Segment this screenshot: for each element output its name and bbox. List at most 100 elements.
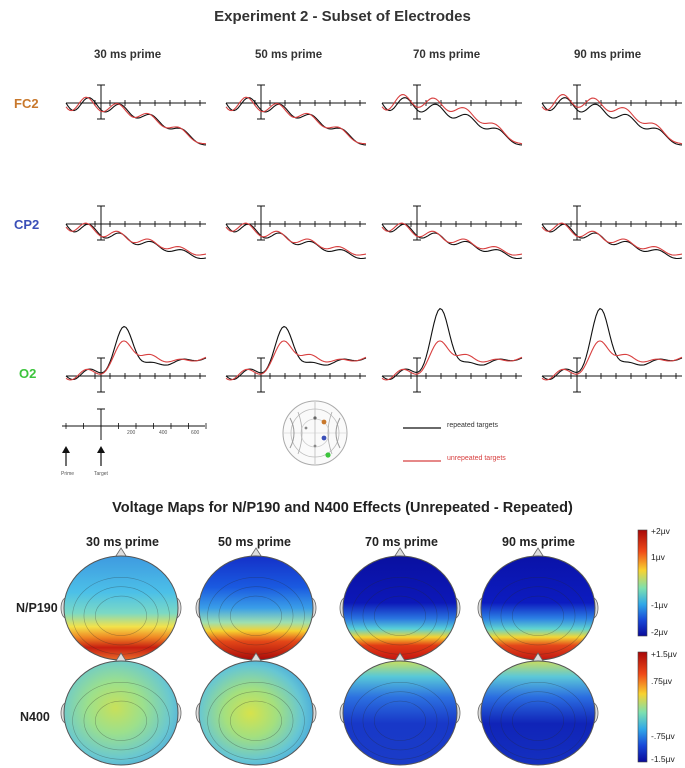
voltage-map-np190-1: [60, 547, 182, 661]
erp-panel-o2-3: [381, 307, 523, 393]
unrepeated-waveform-cp2-4: [541, 222, 683, 256]
unrepeated-waveform-o2-4: [541, 340, 683, 381]
legend-repeated-line: [403, 427, 441, 429]
voltage-map-n400-1-contour-1: [95, 700, 147, 741]
colorbar1-tick-1: 1µv: [651, 552, 665, 562]
voltage-map-np190-2: [195, 547, 317, 661]
erp-panel-cp2-1: [65, 205, 207, 260]
voltage-map-np190-3-contour-2: [362, 586, 438, 646]
erp-panel-o2-4: [541, 307, 683, 393]
voltage-map-n400-2: [195, 652, 317, 766]
voltage-map-n400-4-contour-3: [489, 682, 587, 760]
colorbar2-tick-075: .75µv: [651, 676, 672, 686]
unrepeated-waveform-fc2-4: [541, 94, 683, 145]
erp-panel-cp2-2: [225, 205, 367, 260]
column-header-30ms: 30 ms prime: [94, 49, 162, 61]
map-column-header-50ms: 50 ms prime: [218, 535, 291, 549]
voltage-map-np190-4-contour-1: [512, 595, 564, 636]
legend-unrepeated-label: unrepeated targets: [447, 455, 506, 462]
electrode-label-cp2: CP2: [14, 217, 40, 232]
colorbar1-tick-max: +2µv: [651, 526, 670, 536]
colorbar2-tick-neg075: -.75µv: [651, 731, 675, 741]
prime-label: Prime: [61, 471, 75, 477]
scale-tick-label-600: 600: [191, 430, 200, 436]
voltage-map-n400-4-contour-2: [500, 691, 576, 751]
unrepeated-waveform-fc2-2: [225, 96, 367, 145]
electrode-label-fc2: FC2: [14, 96, 39, 111]
legend-repeated-label: repeated targets: [447, 422, 498, 429]
voltage-map-np190-2-contour-2: [218, 586, 294, 646]
voltage-map-n400-4-scalp: [480, 660, 596, 766]
unrepeated-waveform-cp2-2: [225, 222, 367, 256]
map-row-label-n400: N400: [20, 710, 50, 724]
voltage-map-n400-1-contour-2: [83, 691, 159, 751]
electrode-montage-icon: [282, 400, 348, 466]
colorbar-n400: [637, 651, 648, 763]
scale-tick-label-400: 400: [159, 430, 168, 436]
colorbar1-tick-neg1: -1µv: [651, 600, 668, 610]
column-header-90ms: 90 ms prime: [574, 49, 642, 61]
voltage-map-np190-1-scalp: [63, 555, 179, 661]
figure-title: Experiment 2 - Subset of Electrodes: [214, 8, 471, 25]
erp-panel-fc2-1: [65, 84, 207, 146]
voltage-map-np190-1-contour-2: [83, 586, 159, 646]
unrepeated-waveform-o2-3: [381, 340, 523, 381]
erp-panel-o2-1: [65, 325, 207, 393]
unrepeated-waveform-o2-2: [225, 340, 367, 381]
unrepeated-waveform-cp2-3: [381, 222, 523, 256]
voltage-map-np190-3: [339, 547, 461, 661]
erp-panel-o2-2: [225, 325, 367, 393]
column-header-50ms: 50 ms prime: [255, 49, 323, 61]
voltage-map-n400-3-contour-3: [351, 682, 449, 760]
voltage-map-np190-4-scalp: [480, 555, 596, 661]
voltage-map-np190-2-scalp: [198, 555, 314, 661]
repeated-waveform-fc2-3: [381, 97, 523, 146]
prime-arrowhead: [62, 446, 70, 453]
voltage-map-n400-3-contour-2: [362, 691, 438, 751]
voltage-map-n400-1-contour-3: [72, 682, 170, 760]
erp-waveform-grid: [65, 84, 683, 393]
erp-panel-cp2-3: [381, 205, 523, 260]
voltage-map-np190-3-scalp: [342, 555, 458, 661]
electrode-label-o2: O2: [19, 366, 37, 381]
voltage-map-np190-4: [477, 547, 599, 661]
voltage-map-n400-4: [477, 652, 599, 766]
erp-panel-cp2-4: [541, 205, 683, 260]
voltage-map-np190-2-contour-1: [230, 595, 282, 636]
colorbar2-tick-max: +1.5µv: [651, 649, 677, 659]
erp-panel-fc2-3: [381, 84, 523, 146]
voltage-map-np190-4-contour-2: [500, 586, 576, 646]
unrepeated-waveform-fc2-1: [65, 96, 207, 145]
map-row-label-np190: N/P190: [16, 601, 58, 615]
target-label: Target: [94, 471, 108, 477]
scale-tick-label-200: 200: [127, 430, 136, 436]
voltage-map-n400-2-contour-1: [230, 700, 282, 741]
unrepeated-waveform-cp2-1: [65, 222, 207, 256]
map-column-header-90ms: 90 ms prime: [502, 535, 575, 549]
target-arrowhead: [97, 446, 105, 453]
map-column-header-30ms: 30 ms prime: [86, 535, 159, 549]
voltage-map-n400-2-scalp: [198, 660, 314, 766]
voltage-map-n400-3-contour-1: [374, 700, 426, 741]
voltage-map-n400-3-scalp: [342, 660, 458, 766]
repeated-waveform-fc2-4: [541, 97, 683, 146]
legend-unrepeated-line: [403, 460, 441, 462]
unrepeated-waveform-fc2-3: [381, 94, 523, 145]
voltage-map-np190-3-contour-1: [374, 595, 426, 636]
voltage-map-np190-1-contour-1: [95, 595, 147, 636]
unrepeated-waveform-o2-1: [65, 340, 207, 381]
maps-title: Voltage Maps for N/P190 and N400 Effects…: [112, 500, 573, 516]
time-scale-legend: [62, 408, 207, 466]
voltage-map-n400-4-contour-1: [512, 700, 564, 741]
voltage-map-n400-3: [339, 652, 461, 766]
colorbar1-tick-min: -2µv: [651, 627, 668, 637]
voltage-map-n400-2-contour-2: [218, 691, 294, 751]
colorbar2-tick-min: -1.5µv: [651, 754, 675, 764]
colorbar-np190: [637, 529, 648, 637]
voltage-map-n400-1: [60, 652, 182, 766]
erp-panel-fc2-4: [541, 84, 683, 146]
column-header-70ms: 70 ms prime: [413, 49, 481, 61]
map-column-header-70ms: 70 ms prime: [365, 535, 438, 549]
